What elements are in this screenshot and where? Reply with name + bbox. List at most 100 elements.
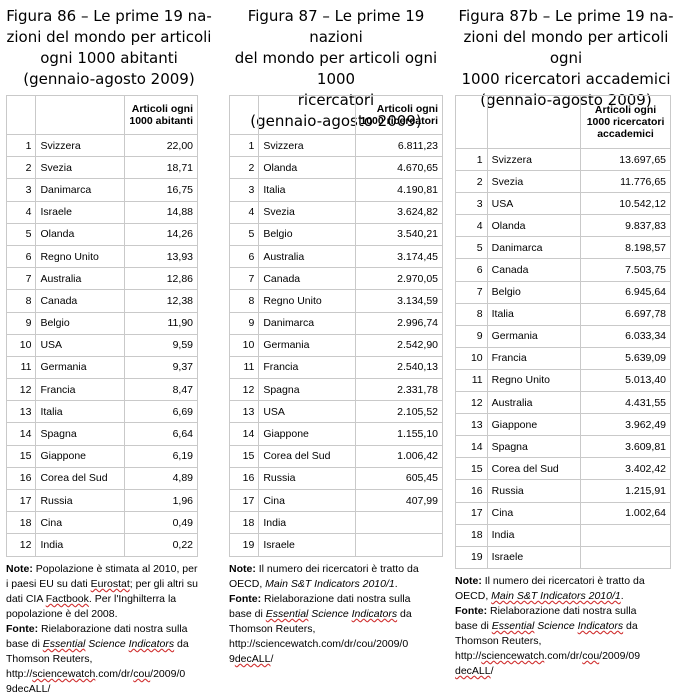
figure-86-notes: Note: Popolazione è stimata al 2010, per… [6, 563, 199, 695]
value-cell: 11.776,65 [580, 170, 671, 194]
table-row: 4 Olanda 9.837,83 [455, 214, 671, 238]
rank-cell: 11 [5, 355, 37, 380]
value-cell: 11,90 [124, 311, 198, 335]
country-cell: Australia [35, 267, 126, 291]
rank-cell: 18 [5, 511, 37, 535]
rank-cell: 7 [228, 267, 260, 291]
country-cell: Canada [486, 258, 582, 282]
value-cell: 4.190,81 [355, 178, 443, 202]
table-row: 14 Giappone 1.155,10 [228, 422, 443, 446]
country-cell: Germania [258, 333, 357, 357]
table-row: 9 Belgio 11,90 [5, 311, 198, 335]
country-cell: Australia [486, 391, 582, 415]
country-cell: Germania [486, 324, 582, 348]
value-cell: 2.970,05 [355, 267, 443, 291]
value-cell: 4.431,55 [580, 391, 671, 415]
table-header-row: Articoli ogni 1000 ricercatori accademici [455, 95, 671, 149]
value-cell: 3.174,45 [355, 244, 443, 269]
value-cell: 6.945,64 [580, 280, 671, 304]
source-link[interactable]: http://sciencewatch.com/dr/cou/2009/0 [6, 668, 186, 680]
table-row: 8 Canada 12,38 [5, 289, 198, 313]
table-row: 6 Canada 7.503,75 [455, 258, 671, 282]
country-cell: Olanda [258, 156, 357, 180]
value-cell: 2.540,13 [355, 355, 443, 380]
figure-87-table: Articoli ogni 1000 ricercatori 1 Svizzera 6… [228, 95, 443, 557]
column-header: Articoli ogni 1000 ricercatori [355, 95, 443, 135]
rank-cell: 11 [455, 368, 488, 393]
table-row: 19 Israele [228, 533, 443, 557]
rank-cell: 1 [5, 133, 37, 158]
value-cell: 3.609,81 [580, 435, 671, 459]
rank-cell: 17 [5, 488, 37, 513]
source-link[interactable]: http://sciencewatch.com/dr/cou/2009/09 [455, 650, 641, 662]
country-cell: Regno Unito [35, 244, 126, 269]
value-cell: 0,22 [124, 533, 198, 557]
rank-cell: 17 [228, 488, 260, 513]
country-cell: Belgio [35, 311, 126, 335]
table-row: 5 Belgio 3.540,21 [228, 222, 443, 246]
value-cell: 5.013,40 [580, 368, 671, 393]
value-cell: 22,00 [124, 133, 198, 158]
rank-cell: 15 [228, 444, 260, 468]
value-cell: 2.331,78 [355, 378, 443, 402]
country-cell: Russia [258, 466, 357, 491]
rank-cell: 12 [228, 378, 260, 402]
country-cell: Spagna [35, 422, 126, 446]
rank-cell: 15 [5, 444, 37, 468]
table-row: 8 Italia 6.697,78 [455, 302, 671, 326]
rank-cell: 3 [228, 178, 260, 202]
table-row: 7 Australia 12,86 [5, 267, 198, 291]
column-header: Articoli ogni 1000 abitanti [124, 95, 198, 135]
column-header: Articoli ogni 1000 ricercatori accademici [580, 95, 671, 149]
table-row: 14 Spagna 6,64 [5, 422, 198, 446]
country-cell: Israele [35, 200, 126, 224]
table-row: 17 Russia 1,96 [5, 488, 198, 513]
table-row: 6 Regno Unito 13,93 [5, 244, 198, 269]
rank-cell: 4 [455, 214, 488, 238]
table-row: 17 Cina 1.002,64 [455, 501, 671, 525]
rank-cell: 14 [5, 422, 37, 446]
table-row: 14 Spagna 3.609,81 [455, 435, 671, 459]
table-row: 13 Giappone 3.962,49 [455, 413, 671, 437]
table-row: 9 Danimarca 2.996,74 [228, 311, 443, 335]
value-cell: 16,75 [124, 178, 198, 202]
rank-cell: 8 [455, 302, 488, 326]
table-row: 2 Svezia 18,71 [5, 156, 198, 180]
value-cell: 1.155,10 [355, 422, 443, 446]
rank-cell: 5 [228, 222, 260, 246]
table-row: 19 Israele [455, 545, 671, 569]
table-row: 1 Svizzera 6.811,23 [228, 133, 443, 158]
country-cell: Belgio [258, 222, 357, 246]
table-row: 4 Israele 14,88 [5, 200, 198, 224]
table-header-row: Articoli ogni 1000 ricercatori [228, 95, 443, 135]
source-link[interactable]: http://sciencewatch.com/dr/cou/2009/0 [229, 638, 409, 650]
rank-cell: 1 [455, 147, 488, 172]
value-cell: 4,89 [124, 466, 198, 491]
rank-cell: 5 [455, 236, 488, 260]
rank-cell: 16 [228, 466, 260, 491]
value-cell: 8.198,57 [580, 236, 671, 260]
table-header-row: Articoli ogni 1000 abitanti [5, 95, 198, 135]
value-cell [355, 511, 443, 535]
rank-cell: 18 [455, 523, 488, 547]
value-cell: 1.215,91 [580, 479, 671, 503]
country-cell: USA [258, 400, 357, 424]
rank-cell: 17 [455, 501, 488, 525]
value-cell: 2.996,74 [355, 311, 443, 335]
table-row: 18 India [455, 523, 671, 547]
value-cell: 12,38 [124, 289, 198, 313]
table-row: 11 Germania 9,37 [5, 355, 198, 380]
country-cell: Italia [258, 178, 357, 202]
country-cell: India [35, 533, 126, 557]
value-cell: 9,37 [124, 355, 198, 380]
value-cell: 407,99 [355, 488, 443, 513]
country-cell: Svezia [258, 200, 357, 224]
table-row: 16 Russia 605,45 [228, 466, 443, 491]
rank-cell: 12 [455, 391, 488, 415]
figure-87b-table: Articoli ogni 1000 ricercatori accademici … [455, 95, 671, 569]
rank-cell: 14 [455, 435, 488, 459]
country-cell: Spagna [258, 378, 357, 402]
value-cell: 1,96 [124, 488, 198, 513]
country-cell: Belgio [486, 280, 582, 304]
country-cell: Giappone [486, 413, 582, 437]
